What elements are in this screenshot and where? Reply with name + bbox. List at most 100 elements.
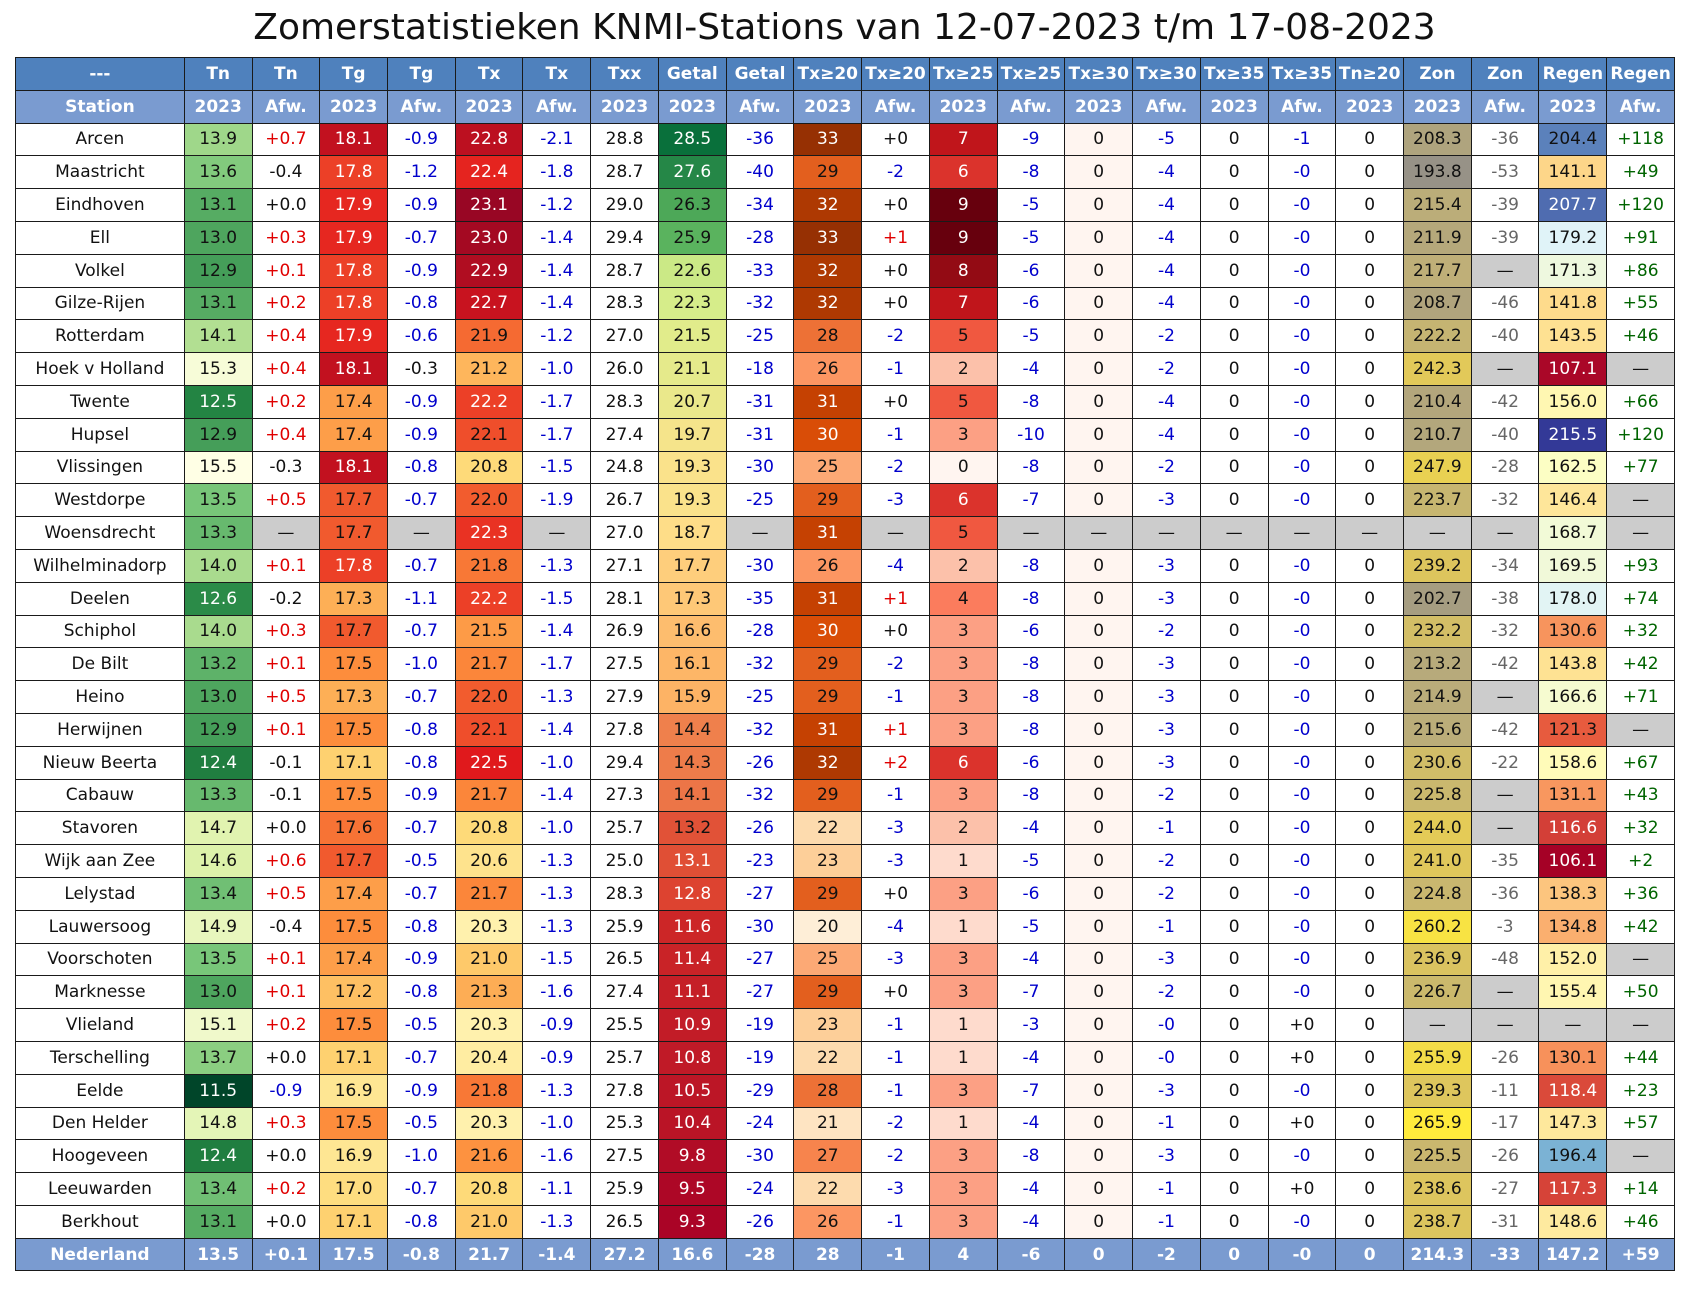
- value-cell: -0.8: [387, 909, 456, 944]
- value-cell: -0: [1267, 483, 1337, 518]
- header-row-variables: --- Tn Tn Tg Tg Tx Tx Txx Getal Getal Tx≥20 Tx≥20 Tx…: [15, 57, 1675, 91]
- value-cell: -28: [725, 614, 795, 649]
- value-cell: 15.1: [183, 1008, 253, 1042]
- value-cell: 3: [928, 975, 998, 1010]
- value-cell: —: [387, 516, 456, 550]
- value-cell: -1.6: [522, 975, 592, 1010]
- value-cell: -6: [996, 286, 1066, 321]
- value-cell: 17.6: [319, 811, 388, 846]
- value-cell: +0.3: [251, 1106, 321, 1141]
- value-cell: 17.1: [319, 1204, 388, 1239]
- value-cell: -39: [1470, 220, 1540, 255]
- value-cell: 208.7: [1403, 286, 1472, 321]
- value-cell: +42: [1606, 647, 1675, 682]
- station-name-cell: Hupsel: [15, 417, 185, 452]
- value-cell: -0.7: [387, 220, 456, 255]
- station-name-cell: Wilhelminadorp: [15, 548, 185, 583]
- value-cell: 2: [928, 352, 998, 386]
- value-cell: +0.0: [251, 1204, 321, 1239]
- value-cell: 0: [1064, 909, 1134, 944]
- value-cell: +0: [861, 188, 930, 222]
- value-cell: 21: [793, 1106, 863, 1141]
- value-cell: -1.2: [387, 155, 456, 190]
- value-cell: -0.6: [387, 319, 456, 354]
- value-cell: -42: [1470, 712, 1540, 747]
- value-cell: 13.0: [183, 680, 253, 714]
- value-cell: 27.4: [590, 417, 659, 452]
- value-cell: —: [996, 516, 1066, 550]
- value-cell: -0.8: [387, 1204, 456, 1239]
- value-cell: 0: [1064, 384, 1134, 419]
- value-cell: 18.1: [319, 122, 388, 157]
- value-cell: 3: [928, 1204, 998, 1239]
- value-cell: -0: [1267, 614, 1337, 649]
- value-cell: -4: [1132, 286, 1201, 321]
- value-cell: —: [1606, 483, 1675, 518]
- value-cell: 0: [1335, 647, 1405, 682]
- value-cell: -5: [996, 188, 1066, 222]
- table-row: Eindhoven 13.1 +0.0 17.9 -0.9 23.1 -1.2 29.0 26.…: [15, 188, 1675, 222]
- value-cell: 13.3: [183, 516, 253, 550]
- value-cell: 0: [1064, 286, 1134, 321]
- value-cell: 0: [1064, 319, 1134, 354]
- value-cell: 230.6: [1403, 745, 1472, 780]
- value-cell: +67: [1606, 745, 1675, 780]
- value-cell: 217.7: [1403, 253, 1472, 288]
- value-cell: 171.3: [1538, 253, 1608, 288]
- value-cell: 6: [928, 745, 998, 780]
- table-row: Eelde 11.5 -0.9 16.9 -0.9 21.8 -1.3 27.8 10.5 -29…: [15, 1073, 1675, 1108]
- value-cell: -30: [725, 548, 795, 583]
- value-cell: 0: [1199, 876, 1269, 911]
- value-cell: 29: [793, 155, 863, 190]
- value-cell: +14: [1606, 1172, 1675, 1206]
- value-cell: 18.1: [319, 450, 388, 485]
- value-cell: 0: [1335, 1073, 1405, 1108]
- value-cell: -1: [1132, 1172, 1201, 1206]
- value-cell: 26.9: [590, 614, 659, 649]
- value-cell: +0.4: [251, 417, 321, 452]
- value-cell: -0.3: [387, 352, 456, 386]
- value-cell: 17.4: [319, 384, 388, 419]
- value-cell: -7: [996, 1073, 1066, 1108]
- value-cell: -3: [1132, 942, 1201, 977]
- value-cell: -0.7: [387, 811, 456, 846]
- value-cell: 33: [793, 220, 863, 255]
- value-cell: 30: [793, 417, 863, 452]
- value-cell: 3: [928, 1172, 998, 1206]
- value-cell: -1.3: [522, 680, 592, 714]
- value-cell: -1.4: [522, 286, 592, 321]
- value-cell: -0.9: [387, 188, 456, 222]
- value-cell: -1: [1132, 909, 1201, 944]
- value-cell: -1.4: [522, 778, 592, 813]
- header-cell: Afw.: [387, 89, 456, 124]
- value-cell: 14.3: [657, 745, 727, 780]
- value-cell: 14.7: [183, 811, 253, 846]
- value-cell: 18.7: [657, 516, 727, 550]
- value-cell: -0: [1267, 712, 1337, 747]
- value-cell: 14.9: [183, 909, 253, 944]
- value-cell: 10.5: [657, 1073, 727, 1108]
- value-cell: —: [1606, 1008, 1675, 1042]
- value-cell: 14.0: [183, 548, 253, 583]
- value-cell: 1: [928, 1008, 998, 1042]
- header-row-subheaders: Station 2023 Afw. 2023 Afw. 2023 Afw. 2023 2023 A…: [15, 89, 1675, 124]
- value-cell: 238.6: [1403, 1172, 1472, 1206]
- value-cell: -0.5: [387, 1008, 456, 1042]
- value-cell: 30: [793, 614, 863, 649]
- value-cell: 148.6: [1538, 1204, 1608, 1239]
- header-cell: 2023: [928, 89, 998, 124]
- value-cell: 17.8: [319, 548, 388, 583]
- header-cell: Tx≥20: [861, 57, 930, 91]
- footer-value-cell: 16.6: [657, 1237, 727, 1272]
- value-cell: -8: [996, 778, 1066, 813]
- value-cell: -26: [725, 745, 795, 780]
- table-row: Hoek v Holland 15.3 +0.4 18.1 -0.3 21.2 -1.0 26…: [15, 352, 1675, 386]
- value-cell: 28.3: [590, 876, 659, 911]
- value-cell: -0.4: [251, 909, 321, 944]
- value-cell: 0: [1064, 188, 1134, 222]
- value-cell: -4: [996, 1106, 1066, 1141]
- value-cell: -0: [1267, 745, 1337, 780]
- value-cell: 25.7: [590, 811, 659, 846]
- value-cell: 242.3: [1403, 352, 1472, 386]
- value-cell: +0: [1267, 1040, 1337, 1075]
